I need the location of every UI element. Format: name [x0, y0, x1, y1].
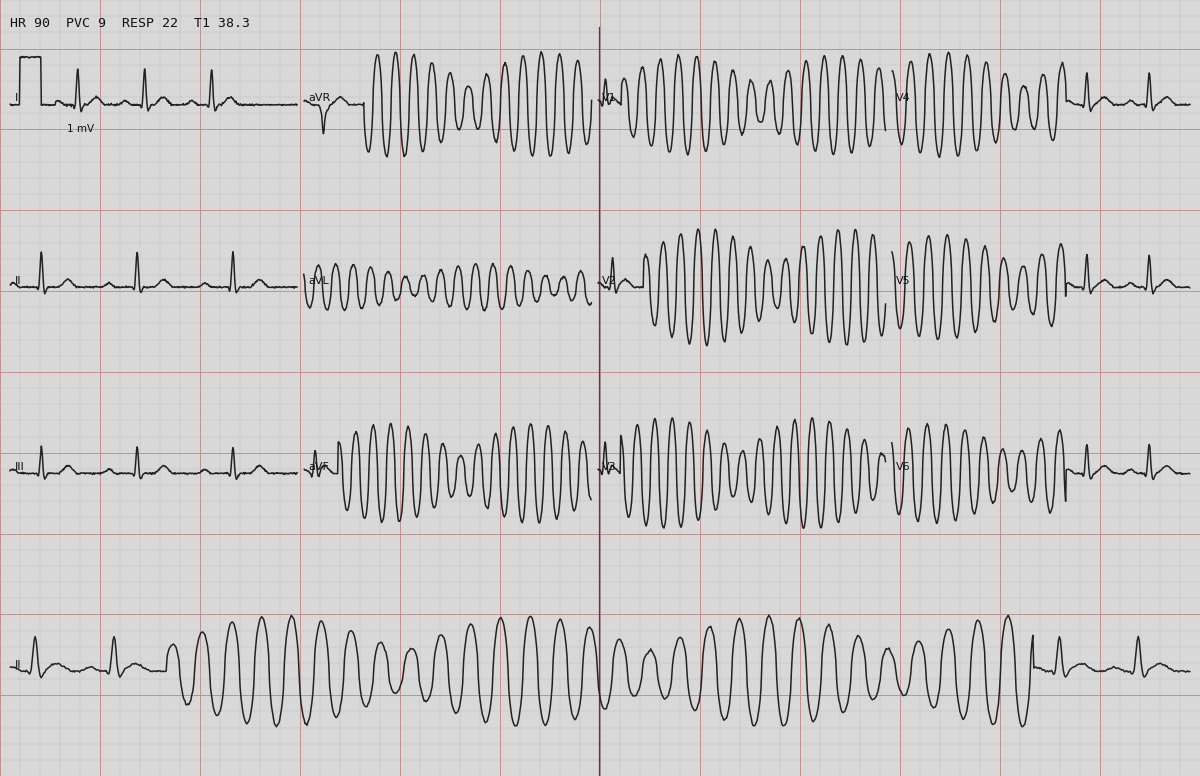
Text: V6: V6 — [896, 462, 911, 472]
Text: aVL: aVL — [308, 275, 329, 286]
Text: V1: V1 — [602, 93, 617, 103]
Text: III: III — [14, 462, 24, 472]
Text: HR 90  PVC 9  RESP 22  T1 38.3: HR 90 PVC 9 RESP 22 T1 38.3 — [10, 17, 250, 30]
Text: II: II — [14, 660, 20, 670]
Text: II: II — [14, 275, 20, 286]
Text: aVF: aVF — [308, 462, 329, 472]
Text: V2: V2 — [602, 275, 617, 286]
Text: aVR: aVR — [308, 93, 331, 103]
Text: V4: V4 — [896, 93, 911, 103]
Text: I: I — [14, 93, 18, 103]
Text: V3: V3 — [602, 462, 617, 472]
Text: V5: V5 — [896, 275, 911, 286]
Text: 1 mV: 1 mV — [67, 124, 95, 134]
